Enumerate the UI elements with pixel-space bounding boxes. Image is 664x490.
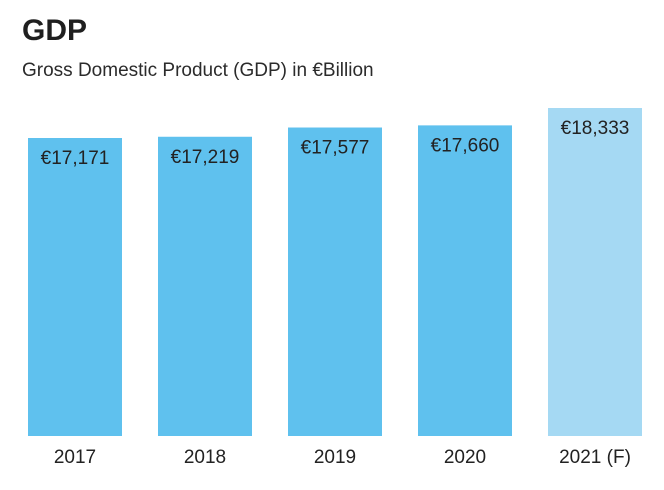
- chart-title: GDP: [22, 14, 88, 47]
- data-label: €17,219: [171, 147, 240, 168]
- bar-2020: [418, 125, 512, 436]
- bar-2017: [28, 138, 122, 436]
- bar-2021-f: [548, 108, 642, 436]
- x-tick-label: 2021 (F): [559, 447, 631, 468]
- bar-2019: [288, 127, 382, 437]
- data-label: €17,577: [301, 138, 370, 159]
- x-tick-label: 2017: [54, 447, 96, 468]
- x-tick-label: 2018: [184, 447, 226, 468]
- data-label: €18,333: [561, 118, 630, 139]
- bar-2018: [158, 136, 252, 437]
- x-tick-label: 2019: [314, 447, 356, 468]
- data-label: €17,171: [41, 148, 110, 169]
- data-label: €17,660: [431, 135, 500, 156]
- chart-subtitle: Gross Domestic Product (GDP) in €Billion: [22, 60, 374, 81]
- x-tick-label: 2020: [444, 447, 486, 468]
